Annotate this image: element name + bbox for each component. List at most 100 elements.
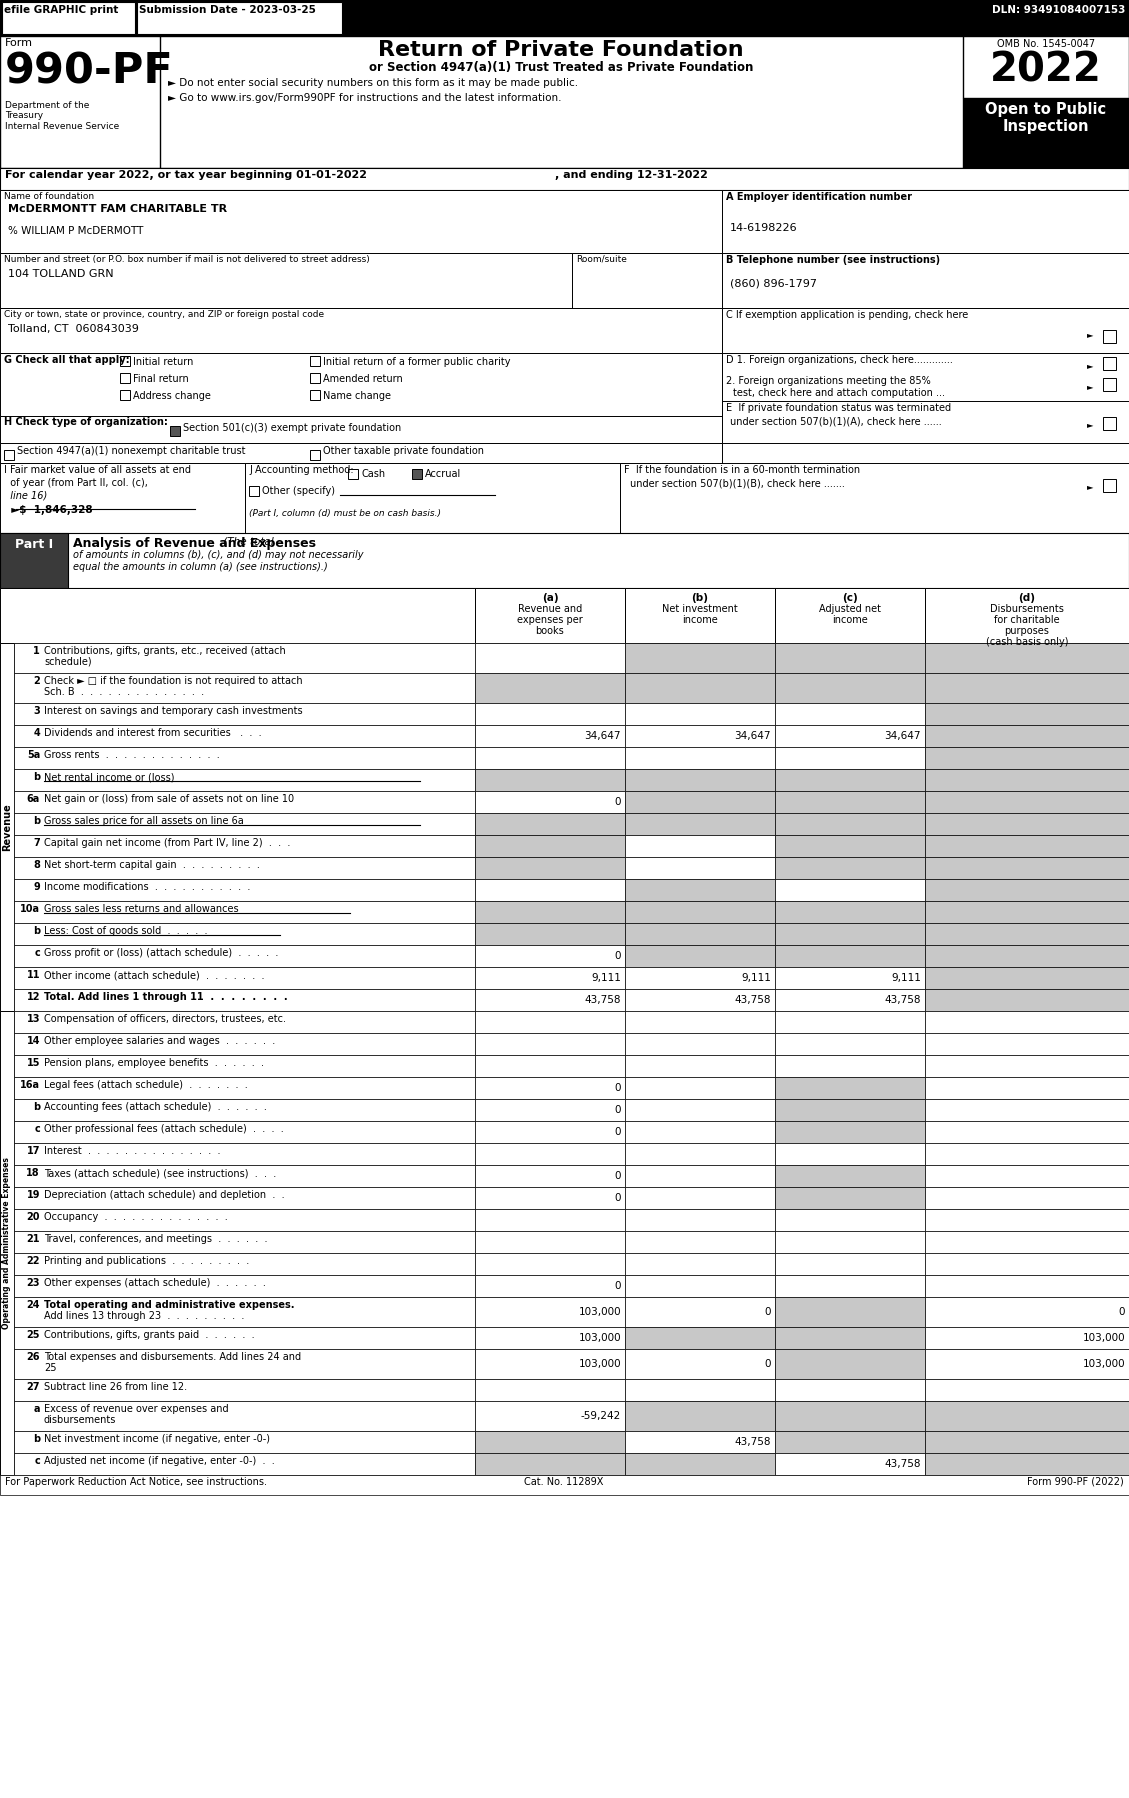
Bar [475,1401,625,1431]
Bar [475,1232,625,1253]
Bar [14,791,475,813]
Text: J Accounting method:: J Accounting method: [250,466,353,475]
Text: for charitable: for charitable [995,615,1060,626]
Text: Net investment: Net investment [662,604,738,613]
Bar [925,1165,1129,1187]
Text: 14-6198226: 14-6198226 [730,223,797,234]
Bar [723,191,1129,254]
Bar [925,644,1129,672]
Bar [14,1055,475,1077]
Bar [475,946,625,967]
Text: 16a: 16a [20,1081,40,1090]
Text: 2. Foreign organizations meeting the 85%: 2. Foreign organizations meeting the 85% [726,376,930,387]
Bar [475,1120,625,1144]
Bar [14,1165,475,1187]
Text: of amounts in columns (b), (c), and (d) may not necessarily: of amounts in columns (b), (c), and (d) … [73,550,364,559]
Text: 43,758: 43,758 [884,994,921,1005]
Text: Travel, conferences, and meetings  .  .  .  .  .  .: Travel, conferences, and meetings . . . … [44,1233,268,1244]
Text: Disbursements: Disbursements [990,604,1064,613]
Text: Excess of revenue over expenses and: Excess of revenue over expenses and [44,1404,229,1413]
Bar [14,672,475,703]
Bar [620,464,1129,532]
Text: Taxes (attach schedule) (see instructions)  .  .  .: Taxes (attach schedule) (see instruction… [44,1169,277,1178]
Text: b: b [33,816,40,825]
Bar [475,1208,625,1232]
Text: line 16): line 16) [5,491,47,502]
Bar [14,1187,475,1208]
Bar [0,532,68,588]
Bar [475,1165,625,1187]
Text: Name change: Name change [323,390,391,401]
Text: 0: 0 [764,1359,771,1368]
Bar [625,1253,774,1275]
Text: Total. Add lines 1 through 11  .  .  .  .  .  .  .  .: Total. Add lines 1 through 11 . . . . . … [44,992,288,1001]
Bar [774,1327,925,1348]
Bar [475,1348,625,1379]
Bar [774,1253,925,1275]
Bar [774,703,925,725]
Text: Revenue: Revenue [2,804,12,850]
Bar [475,989,625,1010]
Text: , and ending 12-31-2022: , and ending 12-31-2022 [555,171,708,180]
Text: 0: 0 [614,1082,621,1093]
Bar [137,2,342,34]
Bar [14,1431,475,1453]
Bar [14,1120,475,1144]
Bar [774,922,925,946]
Bar [774,879,925,901]
Text: (cash basis only): (cash basis only) [986,636,1068,647]
Text: -59,242: -59,242 [580,1411,621,1420]
Text: Adjusted net income (if negative, enter -0-)  .  .: Adjusted net income (if negative, enter … [44,1456,274,1465]
Bar [14,1253,475,1275]
Text: 3: 3 [33,707,40,716]
Text: Contributions, gifts, grants, etc., received (attach: Contributions, gifts, grants, etc., rece… [44,645,286,656]
Bar [120,390,130,399]
Bar [925,770,1129,791]
Text: Less: Cost of goods sold  .  .  .  .  .: Less: Cost of goods sold . . . . . [44,926,208,937]
Text: Legal fees (attach schedule)  .  .  .  .  .  .  .: Legal fees (attach schedule) . . . . . .… [44,1081,247,1090]
Text: Initial return: Initial return [133,358,193,367]
Bar [925,791,1129,813]
Text: Number and street (or P.O. box number if mail is not delivered to street address: Number and street (or P.O. box number if… [5,255,370,264]
Bar [925,834,1129,858]
Bar [1103,417,1115,430]
Text: Form 990-PF (2022): Form 990-PF (2022) [1027,1476,1124,1487]
Text: income: income [682,615,718,626]
Bar [774,946,925,967]
Bar [475,879,625,901]
Bar [475,703,625,725]
Text: 9,111: 9,111 [741,973,771,984]
Text: expenses per: expenses per [517,615,583,626]
Text: Cash: Cash [361,469,385,478]
Bar [475,967,625,989]
Text: 43,758: 43,758 [735,994,771,1005]
Bar [774,746,925,770]
Bar [625,1327,774,1348]
Bar [625,1034,774,1055]
Bar [0,415,723,442]
Text: 8: 8 [33,859,40,870]
Bar [475,922,625,946]
Bar [774,1010,925,1034]
Bar [723,254,1129,307]
Bar [14,1453,475,1474]
Bar [120,356,130,367]
Text: 0: 0 [764,1307,771,1316]
Bar [14,1034,475,1055]
Text: Subtract line 26 from line 12.: Subtract line 26 from line 12. [44,1383,187,1392]
Text: ►: ► [1087,361,1094,370]
Text: 9,111: 9,111 [592,973,621,984]
Bar [14,1379,475,1401]
Text: income: income [832,615,868,626]
Bar [475,1144,625,1165]
Bar [774,791,925,813]
Bar [625,901,774,922]
Text: Submission Date - 2023-03-25: Submission Date - 2023-03-25 [139,5,316,14]
Bar [625,672,774,703]
Text: Other expenses (attach schedule)  .  .  .  .  .  .: Other expenses (attach schedule) . . . .… [44,1278,265,1287]
Text: City or town, state or province, country, and ZIP or foreign postal code: City or town, state or province, country… [5,309,324,318]
Bar [774,1208,925,1232]
Text: b: b [33,771,40,782]
Bar [1103,331,1115,343]
Text: 0: 0 [614,1127,621,1136]
